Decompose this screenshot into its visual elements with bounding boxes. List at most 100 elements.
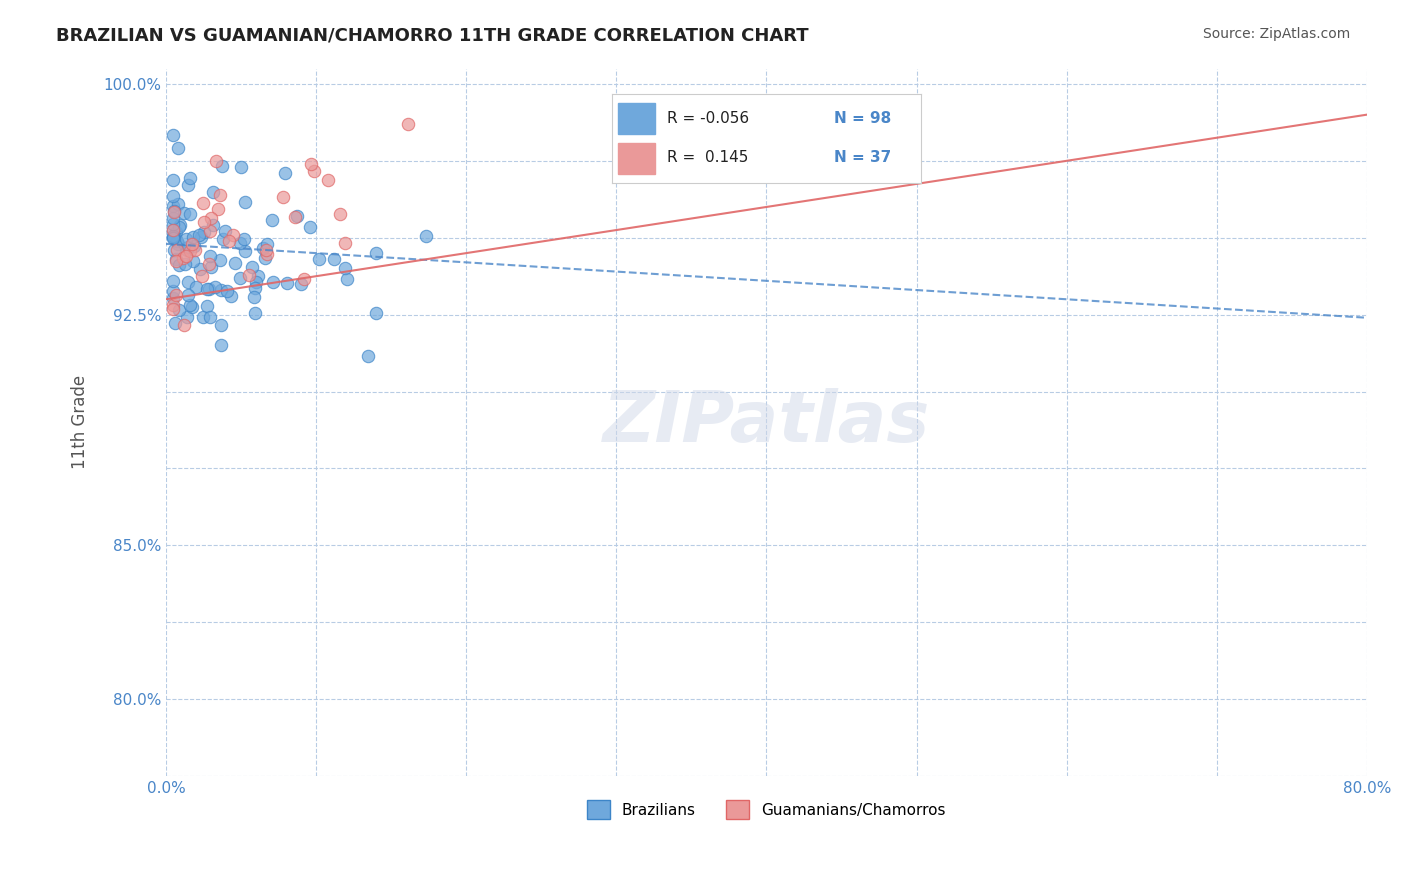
Point: [167, 141, 190, 155]
Point: [271, 190, 294, 204]
Point: [173, 318, 195, 332]
Point: [165, 254, 187, 268]
Point: [290, 822, 312, 836]
Point: [329, 207, 352, 221]
Point: [163, 243, 186, 257]
Point: [366, 245, 388, 260]
Text: N = 37: N = 37: [834, 151, 891, 165]
Bar: [617, 103, 655, 134]
Point: [229, 161, 252, 175]
Point: [214, 224, 236, 238]
Point: [276, 276, 298, 290]
Point: [201, 185, 224, 199]
Point: [180, 236, 202, 251]
Point: [176, 310, 198, 325]
Point: [254, 252, 277, 266]
Text: ZIPatlas: ZIPatlas: [603, 388, 931, 457]
Point: [256, 236, 278, 251]
Point: [211, 232, 233, 246]
Point: [174, 248, 197, 262]
Point: [165, 316, 187, 330]
Point: [162, 223, 184, 237]
Point: [364, 306, 387, 320]
Point: [177, 288, 200, 302]
Bar: [617, 143, 655, 174]
Point: [177, 275, 200, 289]
Point: [179, 171, 201, 186]
Text: R = -0.056: R = -0.056: [668, 112, 749, 126]
Point: [204, 280, 226, 294]
Point: [162, 275, 184, 289]
Point: [233, 232, 256, 246]
Point: [254, 243, 277, 257]
Point: [219, 289, 242, 303]
Point: [177, 178, 200, 193]
Point: [179, 207, 201, 221]
Point: [162, 199, 184, 213]
Point: [243, 280, 266, 294]
Point: [162, 302, 184, 317]
Point: [163, 204, 186, 219]
Point: [181, 300, 204, 314]
Point: [167, 237, 190, 252]
Point: [200, 224, 222, 238]
Point: [209, 337, 232, 351]
Point: [166, 243, 188, 257]
Point: [188, 228, 211, 243]
Point: [162, 284, 184, 298]
Text: N = 98: N = 98: [834, 112, 891, 126]
Point: [274, 166, 297, 180]
Point: [205, 154, 228, 169]
Point: [299, 157, 322, 171]
Point: [260, 213, 283, 227]
Point: [209, 188, 232, 202]
Point: [162, 291, 184, 305]
Text: Source: ZipAtlas.com: Source: ZipAtlas.com: [1202, 27, 1350, 41]
Point: [169, 303, 191, 318]
Point: [162, 218, 184, 232]
Point: [184, 279, 207, 293]
Point: [166, 234, 188, 248]
Point: [162, 229, 184, 244]
Point: [211, 159, 233, 173]
Point: [195, 282, 218, 296]
Point: [163, 229, 186, 244]
Point: [200, 260, 222, 274]
Point: [256, 247, 278, 261]
Point: [396, 117, 419, 131]
Point: [243, 290, 266, 304]
Point: [243, 306, 266, 320]
Point: [233, 244, 256, 258]
Point: [181, 229, 204, 244]
Point: [174, 232, 197, 246]
Point: [167, 197, 190, 211]
Text: BRAZILIAN VS GUAMANIAN/CHAMORRO 11TH GRADE CORRELATION CHART: BRAZILIAN VS GUAMANIAN/CHAMORRO 11TH GRA…: [56, 27, 808, 45]
Point: [176, 243, 198, 257]
Point: [183, 239, 205, 253]
Point: [245, 276, 267, 290]
Point: [285, 209, 308, 223]
Point: [299, 219, 322, 234]
Point: [200, 248, 222, 262]
Point: [316, 173, 339, 187]
Point: [162, 229, 184, 244]
Point: [165, 252, 187, 266]
Point: [290, 277, 312, 291]
Point: [198, 310, 221, 324]
Point: [294, 271, 316, 285]
Point: [228, 236, 250, 251]
Point: [173, 206, 195, 220]
Point: [162, 173, 184, 187]
Point: [188, 262, 211, 277]
Point: [302, 164, 325, 178]
Point: [162, 128, 184, 142]
Point: [207, 202, 229, 217]
Point: [202, 218, 225, 232]
Point: [415, 229, 437, 244]
Point: [191, 310, 214, 324]
Legend: Brazilians, Guamanians/Chamorros: Brazilians, Guamanians/Chamorros: [581, 794, 952, 825]
Point: [323, 252, 346, 267]
Point: [195, 299, 218, 313]
Point: [197, 257, 219, 271]
Point: [165, 287, 187, 301]
